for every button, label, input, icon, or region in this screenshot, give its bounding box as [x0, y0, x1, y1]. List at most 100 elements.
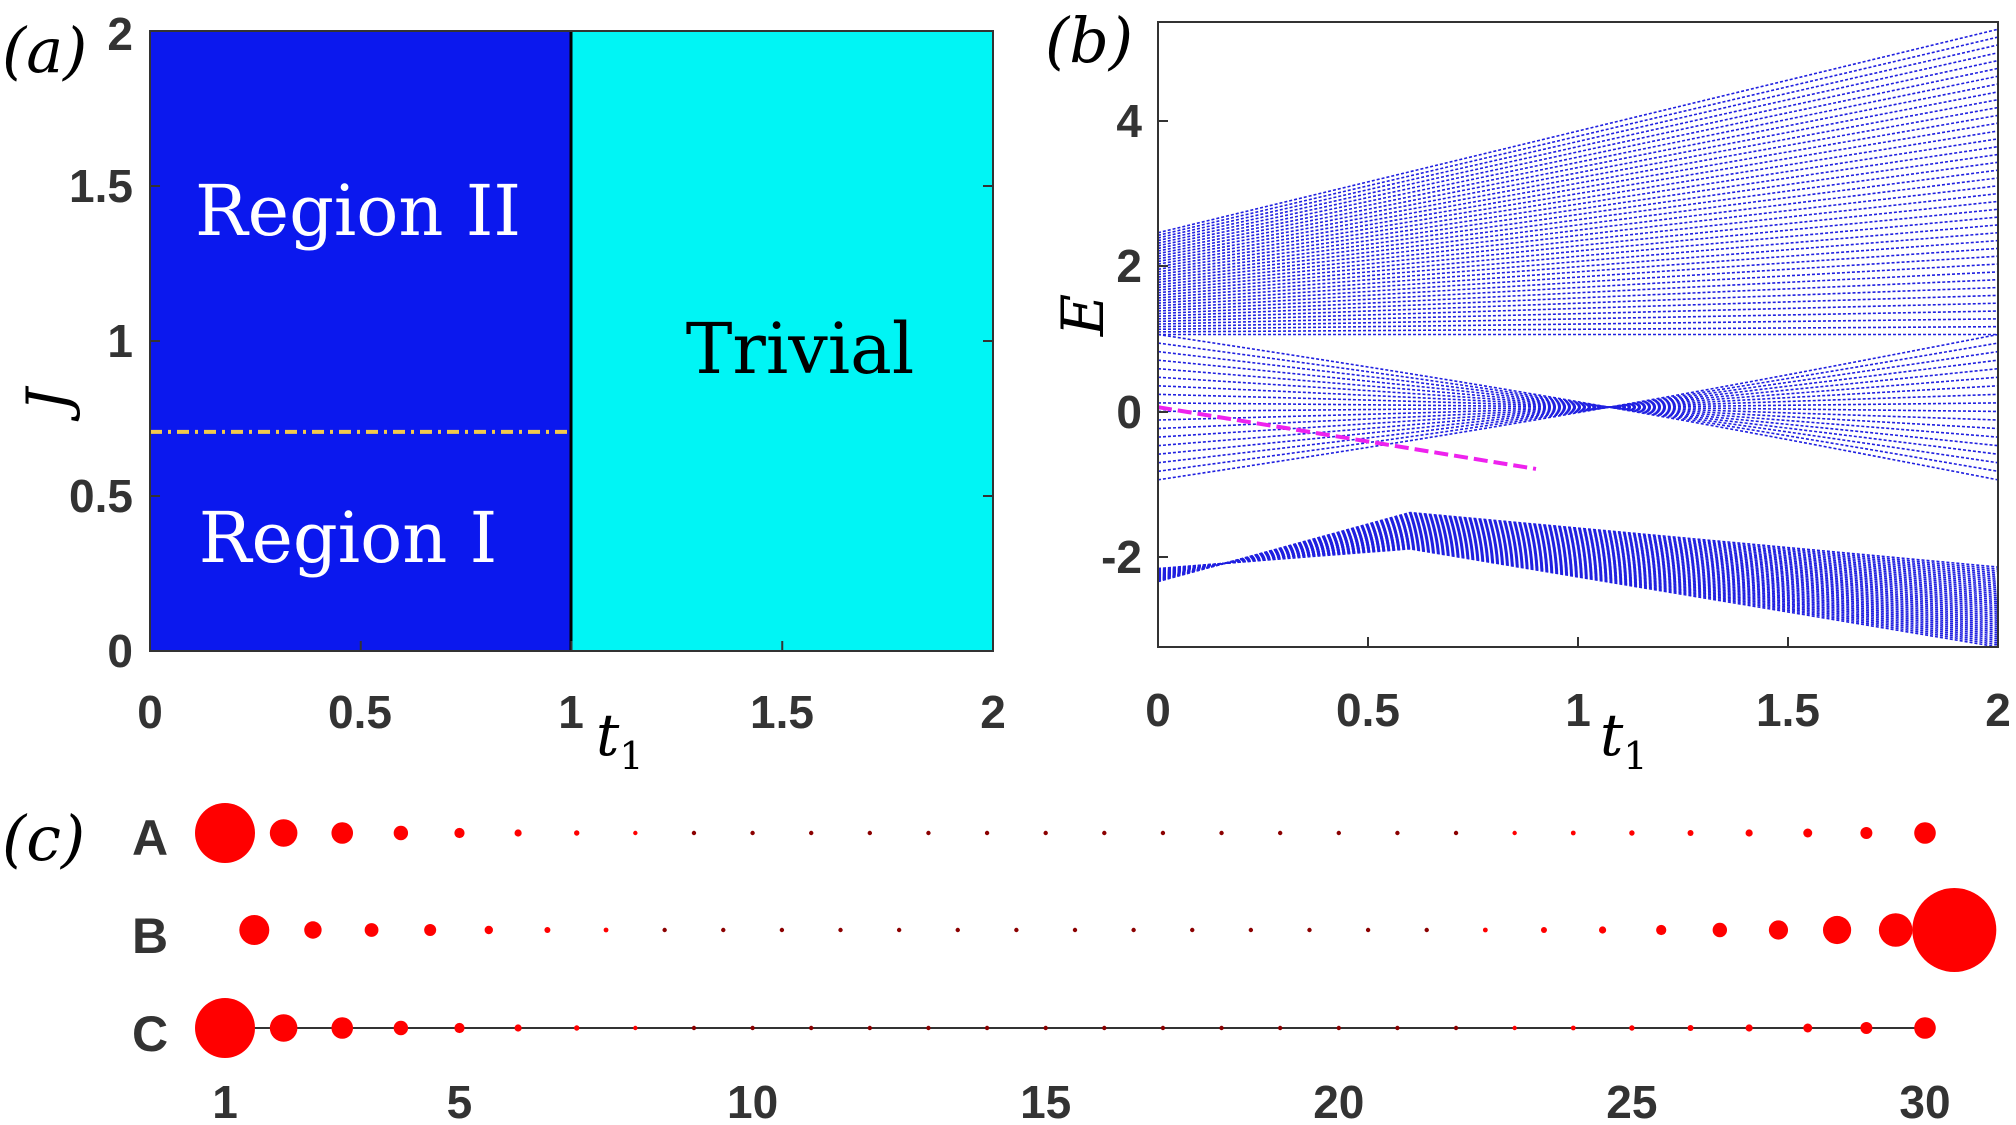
spectrum-lines	[1157, 28, 1999, 648]
region-i-label: Region I	[199, 497, 497, 579]
spectrum-line	[1157, 271, 1999, 315]
spectrum-line	[1157, 538, 1999, 628]
site-dot-a	[984, 830, 990, 836]
site-dot-c	[691, 1025, 697, 1031]
spectrum-line	[1157, 36, 1999, 237]
site-dot-a	[691, 830, 697, 836]
spectrum-line	[1157, 540, 1999, 632]
site-dot-c	[1219, 1025, 1224, 1031]
spectrum-line	[1157, 192, 1999, 289]
spectrum-line	[1157, 247, 1999, 307]
spectrum-line	[1157, 286, 1999, 320]
spectrum-line	[1157, 44, 1999, 239]
x-tick-label: 1	[212, 1076, 238, 1125]
x-axis-sub: 1	[1623, 734, 1647, 778]
spectrum-line	[1157, 548, 1999, 648]
x-tick-label: 30	[1899, 1076, 1950, 1125]
x-axis-var: t	[1600, 701, 1624, 769]
site-dot-b	[1768, 920, 1789, 940]
x-axis-var: t	[596, 701, 620, 769]
site-dot-b	[1712, 922, 1728, 938]
spectrum-line	[1157, 169, 1999, 281]
site-dot-c	[574, 1025, 580, 1031]
site-dot-a	[1687, 830, 1694, 836]
site-dot-b	[1656, 924, 1667, 936]
y-tick-label: -2	[1101, 531, 1142, 583]
x-axis-sub: 1	[619, 734, 643, 778]
site-dot-b	[1365, 927, 1371, 933]
site-dot-b	[1131, 927, 1136, 933]
site-dot-a	[1453, 830, 1459, 836]
x-tick-label: 15	[1020, 1076, 1071, 1125]
site-dot-b	[721, 927, 726, 933]
site-dot-b	[1072, 927, 1078, 933]
site-dot-a	[454, 827, 465, 839]
y-tick-label: 2	[107, 8, 133, 60]
trivial-label: Trivial	[686, 308, 915, 390]
site-dot-c	[1043, 1025, 1048, 1031]
y-tick-label: 1.5	[69, 160, 133, 212]
site-dot-b	[1822, 915, 1852, 945]
x-tick-label: 2	[980, 686, 1006, 738]
spectrum-line	[1157, 511, 1999, 583]
site-dot-a	[574, 830, 580, 836]
site-dot-a	[331, 822, 354, 844]
site-dot-c	[514, 1024, 522, 1032]
spectrum-line	[1157, 359, 1999, 455]
spectrum-line	[1157, 231, 1999, 302]
panel-b-ticks	[1158, 120, 1789, 647]
row-label-b: B	[132, 908, 168, 964]
site-dot-a	[1336, 830, 1341, 836]
spectrum-line	[1157, 544, 1999, 640]
panel-b-label: (b)	[1045, 4, 1133, 77]
site-dot-a	[1803, 828, 1813, 838]
site-dot-c	[1512, 1025, 1517, 1031]
x-tick-label: 10	[727, 1076, 778, 1125]
spectrum-line	[1157, 122, 1999, 265]
site-dot-c	[1860, 1022, 1873, 1034]
site-dot-c	[1395, 1025, 1400, 1031]
spectrum-line	[1157, 114, 1999, 263]
y-tick-label: 4	[1116, 95, 1142, 147]
site-dot-a	[195, 803, 255, 863]
site-dot-a	[633, 830, 638, 836]
x-tick-label: 0	[137, 686, 163, 738]
site-dot-b	[1424, 927, 1429, 933]
site-dot-b	[1248, 927, 1254, 933]
site-dot-b	[1482, 927, 1488, 933]
site-dot-a	[1160, 830, 1166, 836]
site-dot-a	[1745, 829, 1753, 837]
panel-b: 0 0.5 1 1.5 2 -2 0 2 4 t1 E (b)	[1045, 4, 2011, 778]
spectrum-line	[1157, 294, 1999, 323]
spectrum-line	[1157, 83, 1999, 252]
site-dot-b	[544, 927, 551, 933]
spectrum-line	[1157, 537, 1999, 626]
site-dot-a	[393, 825, 409, 841]
site-dot-a	[1277, 830, 1283, 836]
spectrum-line	[1157, 342, 1999, 473]
site-dot-b	[1878, 913, 1913, 947]
spectrum-line	[1157, 542, 1999, 636]
spectrum-line	[1157, 541, 1999, 634]
site-dot-c	[269, 1014, 298, 1042]
region-ii-label: Region II	[195, 170, 521, 252]
spectrum-line	[1157, 535, 1999, 622]
site-dot-b	[239, 915, 270, 945]
site-dot-a	[1629, 830, 1635, 836]
spectrum-line	[1157, 138, 1999, 271]
spectrum-line	[1157, 153, 1999, 276]
spectrum-line	[1157, 325, 1999, 333]
spectrum-line	[1157, 263, 1999, 312]
x-tick-label: 0.5	[1336, 684, 1400, 736]
region-trivial-fill	[571, 31, 993, 651]
spectrum-line	[1157, 216, 1999, 297]
panel-c: A B C 1 5 10 15 20 25 30 (c)	[2, 802, 1997, 1125]
panel-a-ticks	[150, 185, 993, 651]
x-tick-label: 5	[447, 1076, 473, 1125]
x-tick-label: 1	[558, 686, 584, 738]
site-dot-b	[896, 927, 902, 933]
spectrum-line	[1157, 545, 1999, 642]
site-dot-a	[1512, 830, 1517, 836]
y-axis-label: J	[14, 386, 82, 422]
